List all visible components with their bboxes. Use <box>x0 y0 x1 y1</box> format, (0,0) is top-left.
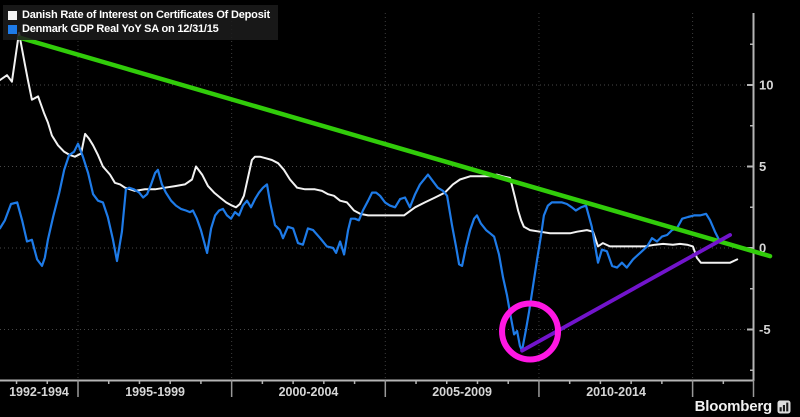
bloomberg-wordmark: Bloomberg <box>694 398 773 415</box>
legend-label-gdp: Denmark GDP Real YoY SA on 12/31/15 <box>22 23 219 35</box>
y-axis-label: 5 <box>759 159 766 174</box>
interest-rate-series-line <box>0 31 739 264</box>
y-axis-label: 0 <box>759 241 766 256</box>
bloomberg-terminal-icon <box>777 400 791 413</box>
legend-item-interest-rate: Danish Rate of Interest on Certificates … <box>8 8 270 22</box>
y-axis-label: -5 <box>759 322 771 337</box>
x-axis-label: 2000-2004 <box>279 385 339 399</box>
downtrend-line <box>17 35 773 259</box>
x-axis-label: 2005-2009 <box>432 385 492 399</box>
chart-legend: Danish Rate of Interest on Certificates … <box>3 5 278 40</box>
x-axis-label: 1992-1994 <box>9 385 69 399</box>
legend-item-gdp: Denmark GDP Real YoY SA on 12/31/15 <box>8 22 270 36</box>
uptrend-line <box>520 233 732 353</box>
x-axis-label: 1995-1999 <box>125 385 185 399</box>
gdp-series-line <box>0 142 722 352</box>
crisis-low-highlight <box>499 300 562 363</box>
bloomberg-logo: Bloomberg <box>695 398 791 415</box>
y-axis-label: 10 <box>759 78 773 93</box>
gdp-series-swatch-icon <box>8 24 17 34</box>
x-axis-label: 2010-2014 <box>586 385 646 399</box>
legend-label-interest-rate: Danish Rate of Interest on Certificates … <box>22 9 270 21</box>
interest-rate-series-swatch-icon <box>8 10 17 20</box>
